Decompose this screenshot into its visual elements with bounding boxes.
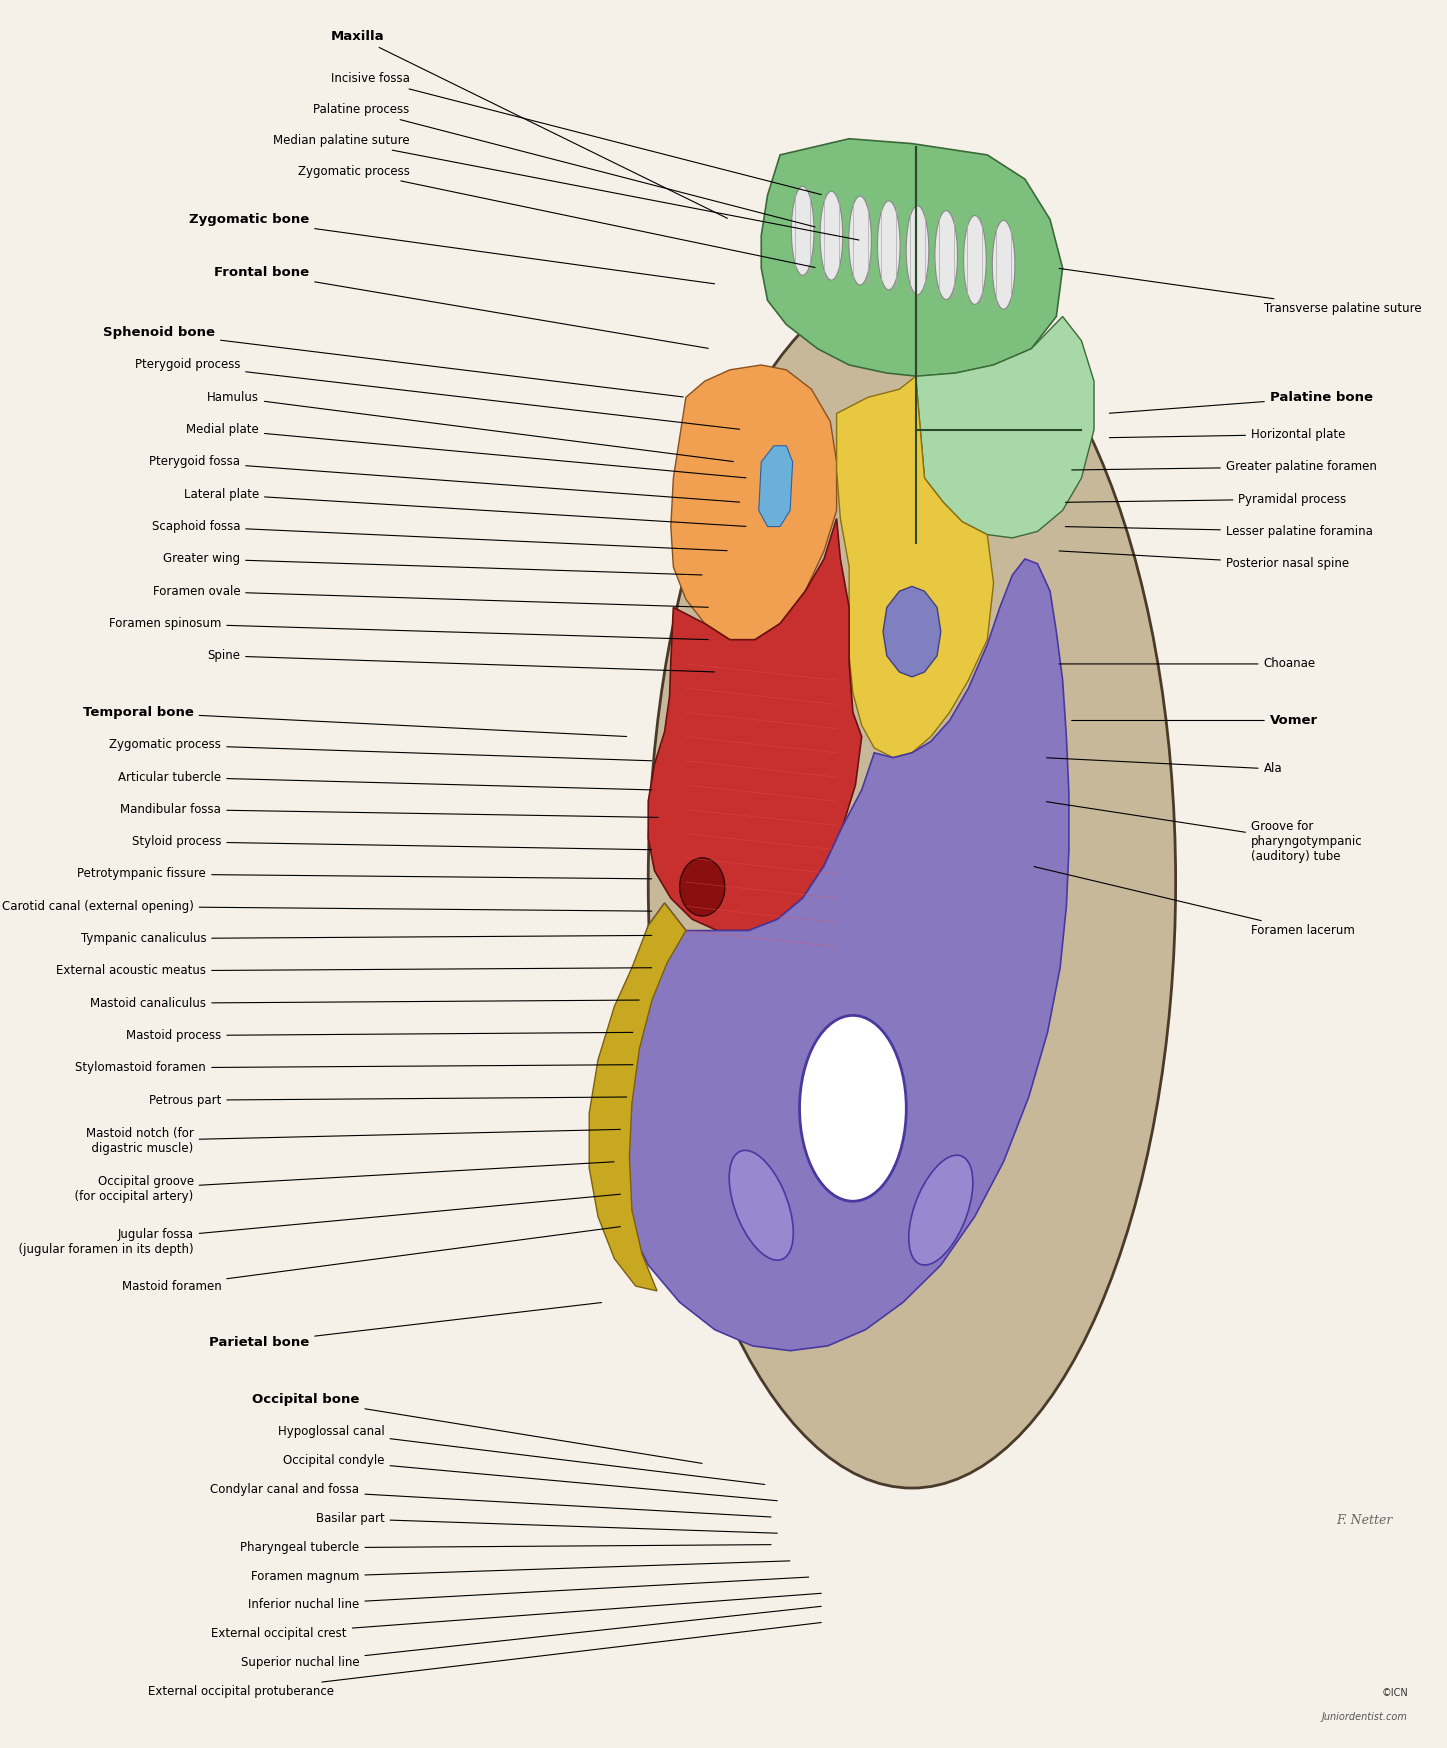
Text: Spine: Spine <box>207 649 715 671</box>
Text: Mastoid notch (for
  digastric muscle): Mastoid notch (for digastric muscle) <box>84 1127 621 1155</box>
Text: Carotid canal (external opening): Carotid canal (external opening) <box>1 900 651 912</box>
Ellipse shape <box>849 196 871 285</box>
Text: Lateral plate: Lateral plate <box>184 488 745 526</box>
Text: Juniordentist.com: Juniordentist.com <box>1323 1713 1408 1722</box>
Text: Styloid process: Styloid process <box>132 836 651 850</box>
Ellipse shape <box>648 276 1175 1488</box>
Ellipse shape <box>906 206 929 295</box>
Text: External occipital crest: External occipital crest <box>211 1592 822 1640</box>
Text: Petrous part: Petrous part <box>149 1094 627 1106</box>
Text: External occipital protuberance: External occipital protuberance <box>148 1622 822 1697</box>
Text: Inferior nuchal line: Inferior nuchal line <box>249 1577 809 1612</box>
Text: Palatine bone: Palatine bone <box>1110 392 1373 413</box>
Text: Zygomatic process: Zygomatic process <box>110 738 651 760</box>
Text: Occipital bone: Occipital bone <box>252 1393 702 1463</box>
Text: Vomer: Vomer <box>1072 713 1318 727</box>
Text: Temporal bone: Temporal bone <box>82 706 627 736</box>
Ellipse shape <box>909 1155 972 1266</box>
Text: Greater palatine foramen: Greater palatine foramen <box>1072 460 1376 474</box>
Circle shape <box>680 858 725 916</box>
Polygon shape <box>836 376 994 757</box>
Ellipse shape <box>729 1150 793 1260</box>
Text: Sphenoid bone: Sphenoid bone <box>103 327 683 397</box>
Polygon shape <box>671 365 836 640</box>
Text: Condylar canal and fossa: Condylar canal and fossa <box>210 1482 771 1517</box>
Text: Median palatine suture: Median palatine suture <box>273 135 860 239</box>
Text: Palatine process: Palatine process <box>314 103 815 227</box>
Text: Frontal bone: Frontal bone <box>214 266 708 348</box>
Text: Transverse palatine suture: Transverse palatine suture <box>1059 269 1421 315</box>
Ellipse shape <box>935 212 958 299</box>
Text: Tympanic canaliculus: Tympanic canaliculus <box>81 932 651 946</box>
Text: External acoustic meatus: External acoustic meatus <box>56 965 651 977</box>
Ellipse shape <box>964 215 987 304</box>
Text: Mastoid process: Mastoid process <box>126 1030 632 1042</box>
Text: Ala: Ala <box>1046 759 1282 776</box>
Polygon shape <box>761 138 1062 376</box>
Ellipse shape <box>993 220 1014 309</box>
Text: Petrotympanic fissure: Petrotympanic fissure <box>78 867 651 881</box>
Text: Maxilla: Maxilla <box>331 30 728 218</box>
Text: Pterygoid process: Pterygoid process <box>135 358 739 430</box>
Text: Medial plate: Medial plate <box>187 423 745 477</box>
Polygon shape <box>883 586 941 676</box>
Text: Mastoid foramen: Mastoid foramen <box>122 1227 621 1292</box>
Text: Foramen spinosum: Foramen spinosum <box>109 617 708 640</box>
Polygon shape <box>611 559 1069 1351</box>
Text: Foramen ovale: Foramen ovale <box>152 586 708 607</box>
Text: Occipital groove
  (for occipital artery): Occipital groove (for occipital artery) <box>68 1162 614 1203</box>
Text: Articular tubercle: Articular tubercle <box>119 771 651 790</box>
Text: Scaphoid fossa: Scaphoid fossa <box>152 521 726 551</box>
Polygon shape <box>648 519 862 930</box>
Ellipse shape <box>877 201 900 290</box>
Text: Greater wing: Greater wing <box>164 552 702 575</box>
Text: Occipital condyle: Occipital condyle <box>284 1454 777 1502</box>
Text: Parietal bone: Parietal bone <box>208 1302 602 1349</box>
Text: Incisive fossa: Incisive fossa <box>331 72 822 194</box>
Polygon shape <box>589 904 686 1292</box>
Text: Mandibular fossa: Mandibular fossa <box>120 802 658 818</box>
Text: Foramen magnum: Foramen magnum <box>250 1561 790 1584</box>
Text: Posterior nasal spine: Posterior nasal spine <box>1059 551 1349 570</box>
Text: Jugular fossa
  (jugular foramen in its depth): Jugular fossa (jugular foramen in its de… <box>12 1194 621 1257</box>
Text: ©ICN: ©ICN <box>1382 1689 1408 1697</box>
Text: Stylomastoid foramen: Stylomastoid foramen <box>75 1061 632 1075</box>
Ellipse shape <box>792 187 815 274</box>
Polygon shape <box>916 316 1094 538</box>
Text: Mastoid canaliculus: Mastoid canaliculus <box>90 996 640 1010</box>
Text: Hypoglossal canal: Hypoglossal canal <box>278 1425 765 1484</box>
Text: Pyramidal process: Pyramidal process <box>1065 493 1347 505</box>
Text: Pterygoid fossa: Pterygoid fossa <box>149 456 739 502</box>
Text: Zygomatic bone: Zygomatic bone <box>190 213 715 283</box>
Polygon shape <box>758 446 793 526</box>
Text: Superior nuchal line: Superior nuchal line <box>240 1606 822 1669</box>
Text: Choanae: Choanae <box>1059 657 1315 671</box>
Text: Hamulus: Hamulus <box>207 392 734 461</box>
Text: Basilar part: Basilar part <box>315 1512 777 1533</box>
Text: Groove for
pharyngotympanic
(auditory) tube: Groove for pharyngotympanic (auditory) t… <box>1046 802 1363 864</box>
Text: Horizontal plate: Horizontal plate <box>1110 428 1346 440</box>
Ellipse shape <box>820 191 842 280</box>
Ellipse shape <box>800 1016 906 1201</box>
Text: Zygomatic process: Zygomatic process <box>298 164 815 267</box>
Text: F. Netter: F. Netter <box>1336 1514 1392 1528</box>
Text: Lesser palatine foramina: Lesser palatine foramina <box>1065 524 1373 538</box>
Text: Pharyngeal tubercle: Pharyngeal tubercle <box>240 1542 771 1554</box>
Text: Foramen lacerum: Foramen lacerum <box>1035 867 1354 937</box>
